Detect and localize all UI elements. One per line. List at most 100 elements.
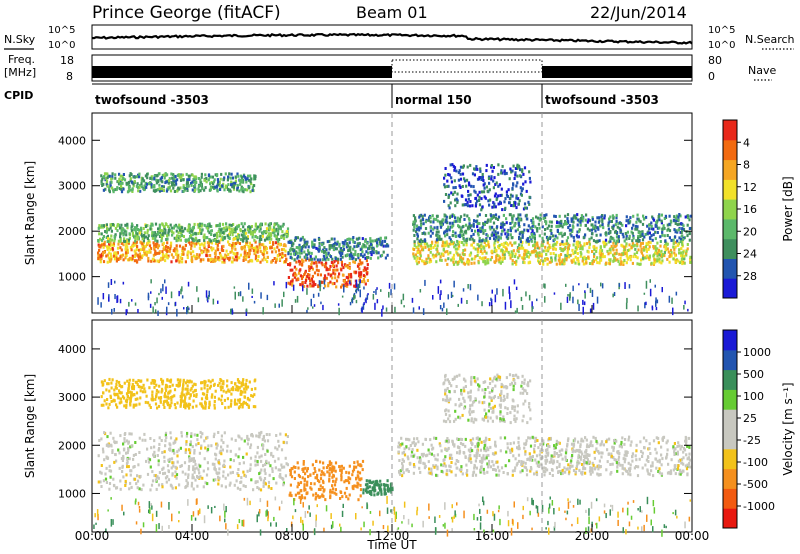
data-cell	[622, 263, 625, 266]
data-cell	[327, 282, 330, 285]
data-cell	[191, 384, 194, 388]
data-cell	[477, 261, 480, 265]
data-cell	[369, 237, 372, 241]
data-cell	[620, 262, 623, 266]
data-cell	[262, 250, 265, 254]
data-cell	[377, 251, 380, 255]
data-cell	[282, 481, 285, 485]
data-cell	[497, 238, 500, 242]
data-cell	[536, 254, 540, 258]
data-cell	[668, 255, 671, 259]
data-cell	[595, 246, 598, 250]
data-cell	[253, 252, 256, 256]
data-cell	[270, 451, 273, 455]
data-cell	[156, 251, 159, 255]
data-cell	[231, 310, 234, 315]
data-cell	[206, 241, 209, 245]
data-cell	[184, 448, 187, 452]
data-cell	[140, 232, 143, 236]
data-cell	[427, 218, 430, 222]
data-cell	[198, 222, 202, 226]
data-cell	[639, 234, 642, 238]
data-cell	[456, 260, 459, 264]
data-cell	[163, 471, 167, 475]
data-cell	[416, 224, 419, 228]
data-cell	[200, 381, 203, 385]
data-cell	[476, 225, 479, 229]
data-cell	[122, 228, 125, 232]
data-cell	[282, 233, 285, 237]
data-cell	[372, 247, 375, 251]
data-cell	[634, 224, 637, 228]
data-cell	[668, 229, 672, 233]
data-cell	[617, 260, 620, 263]
data-cell	[322, 254, 325, 258]
data-cell	[260, 430, 263, 434]
data-cell	[444, 250, 447, 254]
data-cell	[179, 256, 182, 260]
data-cell	[579, 244, 582, 247]
data-cell	[434, 254, 437, 258]
data-cell	[190, 459, 193, 462]
data-cell	[310, 266, 313, 269]
data-cell	[152, 306, 154, 314]
data-cell	[170, 172, 173, 176]
data-cell	[170, 457, 174, 461]
data-cell	[505, 242, 508, 246]
data-cell	[375, 289, 377, 295]
data-cell	[177, 231, 180, 235]
data-cell	[644, 302, 646, 309]
data-cell	[333, 237, 336, 241]
data-cell	[292, 252, 296, 256]
data-cell	[209, 229, 213, 233]
data-cell	[673, 251, 676, 255]
data-cell	[571, 260, 574, 264]
data-cell	[589, 308, 592, 313]
data-cell	[163, 450, 166, 454]
data-cell	[176, 450, 179, 454]
data-cell	[203, 457, 206, 461]
data-cell	[516, 174, 519, 178]
data-cell	[464, 203, 467, 207]
data-cell	[141, 390, 144, 394]
data-cell	[282, 440, 285, 444]
data-cell	[437, 230, 440, 234]
data-cell	[150, 234, 154, 238]
data-cell	[137, 189, 140, 193]
data-cell	[654, 223, 657, 227]
data-cell	[201, 187, 204, 191]
data-cell	[325, 268, 328, 272]
data-cell	[612, 241, 615, 245]
data-cell	[261, 438, 264, 441]
data-cell	[184, 260, 187, 264]
data-cell	[603, 240, 606, 244]
data-cell	[187, 476, 190, 479]
data-cell	[228, 483, 231, 487]
data-cell	[443, 199, 446, 203]
data-cell	[612, 253, 615, 257]
data-cell	[127, 465, 130, 469]
data-cell	[491, 225, 494, 229]
data-cell	[102, 250, 105, 254]
data-cell	[189, 443, 192, 447]
data-cell	[259, 488, 263, 492]
data-cell	[625, 219, 628, 223]
data-cell	[135, 391, 139, 395]
data-cell	[128, 432, 131, 436]
data-cell	[130, 226, 133, 230]
data-cell	[104, 477, 108, 481]
data-cell	[315, 268, 318, 272]
data-cell	[487, 199, 490, 203]
data-cell	[306, 275, 309, 278]
data-cell	[184, 472, 187, 476]
data-cell	[529, 180, 532, 184]
data-cell	[185, 172, 188, 176]
data-cell	[581, 245, 584, 249]
data-cell	[534, 249, 537, 253]
data-cell	[336, 257, 340, 261]
data-cell	[165, 245, 168, 249]
data-cell	[412, 252, 415, 256]
data-cell	[234, 453, 237, 457]
data-cell	[603, 216, 606, 220]
data-cell	[122, 456, 125, 460]
